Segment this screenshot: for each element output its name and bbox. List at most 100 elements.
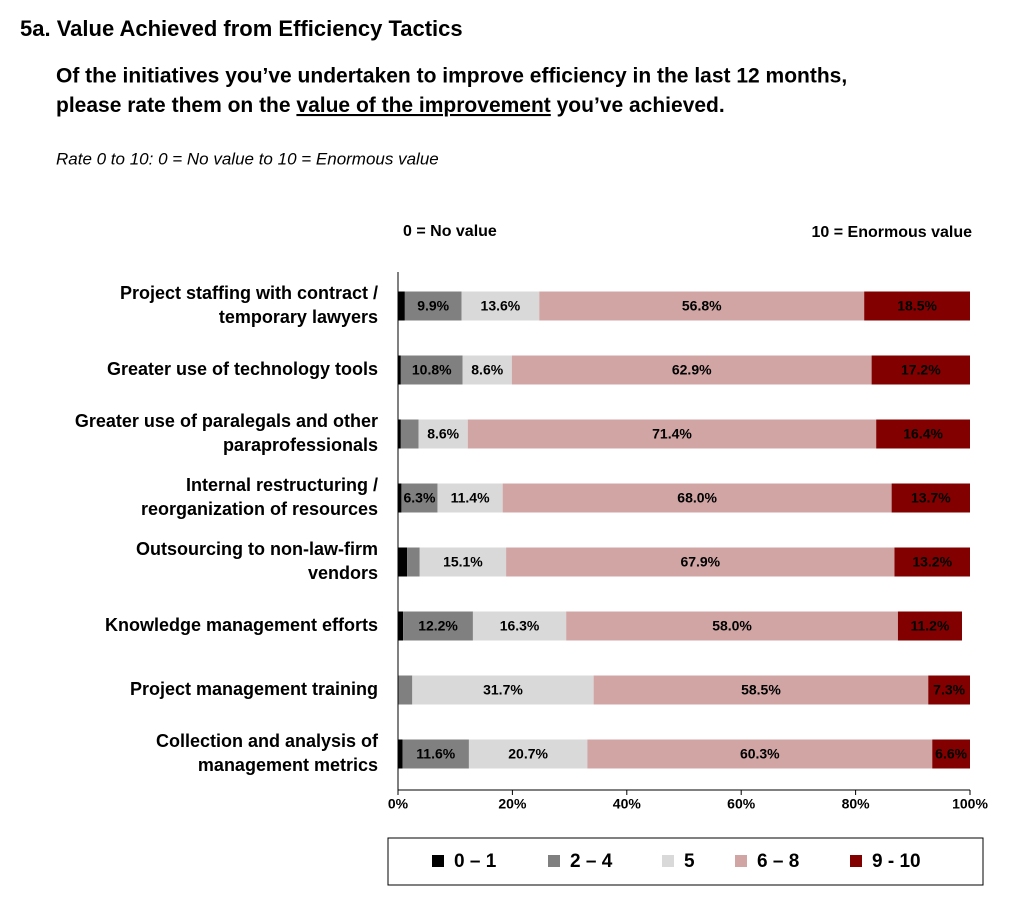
- bar-segment: [593, 675, 929, 705]
- x-tick-label: 60%: [727, 796, 756, 812]
- y-tick-label: Project staffing with contract / temporar…: [120, 283, 378, 327]
- data-label: 8.6%: [471, 362, 503, 378]
- data-label: 13.2%: [912, 554, 952, 570]
- bar-segment: [502, 483, 892, 513]
- y-tick-label-line: Greater use of paralegals and other: [75, 411, 378, 431]
- subtitle-part: please rate them on the: [56, 94, 296, 117]
- legend-swatch: [548, 855, 560, 867]
- legend-swatch: [662, 855, 674, 867]
- y-tick-label: Outsourcing to non-law-firm vendors: [136, 539, 378, 583]
- bar-segment: [472, 611, 567, 641]
- data-label: 58.0%: [712, 618, 752, 634]
- data-label: 12.2%: [418, 618, 458, 634]
- legend-box: [387, 837, 984, 886]
- y-tick-label: Project management training: [130, 679, 378, 699]
- note: Rate 0 to 10: 0 = No value to 10 = Enorm…: [56, 149, 439, 168]
- y-tick-label-line: temporary lawyers: [219, 307, 378, 327]
- y-tick-label-line: paraprofessionals: [223, 435, 378, 455]
- subtitle: please rate them on the value of the imp…: [56, 94, 725, 117]
- subtitle: Of the initiatives you’ve undertaken to …: [56, 65, 847, 88]
- legend-label: 6 – 8: [757, 851, 799, 872]
- legend-label: 2 – 4: [570, 851, 613, 872]
- legend-label: 5: [684, 851, 695, 872]
- y-tick-label: Knowledge management efforts: [105, 615, 378, 635]
- data-label: 11.4%: [451, 490, 490, 506]
- bar-segment: [462, 355, 512, 385]
- data-label: 60.3%: [740, 746, 780, 762]
- bar-segment: [412, 675, 594, 705]
- legend-swatch: [850, 855, 862, 867]
- bar-segment: [398, 611, 404, 641]
- bar-segment: [467, 419, 877, 449]
- data-label: 8.6%: [427, 426, 459, 442]
- bar-segment: [894, 547, 970, 577]
- legend-swatch: [735, 855, 747, 867]
- y-tick-label-line: Project staffing with contract /: [120, 283, 378, 303]
- y-tick-label-line: Project management training: [130, 679, 378, 699]
- bar-segment: [419, 547, 507, 577]
- data-label: 18.5%: [897, 298, 937, 314]
- subtitle-part: you’ve achieved.: [551, 94, 725, 117]
- data-label: 16.3%: [500, 618, 540, 634]
- data-label: 13.6%: [481, 298, 521, 314]
- annotation: 0 = No value: [403, 223, 497, 240]
- bar-segment: [587, 739, 933, 769]
- subtitle-underlined: value of the improvement: [296, 94, 550, 117]
- y-tick-label: Greater use of paralegals and other parap…: [75, 411, 378, 455]
- data-label: 31.7%: [483, 682, 523, 698]
- data-label: 67.9%: [680, 554, 720, 570]
- bar-segment: [403, 611, 473, 641]
- data-label: 6.6%: [935, 746, 967, 762]
- bar-segment: [511, 355, 872, 385]
- bar-segment: [398, 675, 413, 705]
- x-tick-label: 100%: [952, 796, 988, 812]
- data-label: 13.7%: [911, 490, 951, 506]
- y-tick-label-line: Outsourcing to non-law-firm: [136, 539, 378, 559]
- data-label: 10.8%: [412, 362, 452, 378]
- annotation: 10 = Enormous value: [811, 224, 972, 241]
- x-tick-label: 80%: [842, 796, 871, 812]
- y-tick-label-line: Collection and analysis of: [156, 731, 379, 751]
- bar-segment: [398, 739, 403, 769]
- y-tick-label-line: Internal restructuring /: [186, 475, 378, 495]
- bar-segment: [400, 419, 419, 449]
- bar-segment: [566, 611, 898, 641]
- bar-segment: [398, 291, 405, 321]
- bar-segment: [398, 483, 402, 513]
- data-label: 6.3%: [403, 490, 435, 506]
- legend-label: 9 - 10: [872, 851, 921, 872]
- data-label: 7.3%: [933, 682, 965, 698]
- bar-segment: [539, 291, 865, 321]
- data-label: 62.9%: [672, 362, 712, 378]
- y-tick-label-line: reorganization of resources: [141, 499, 378, 519]
- x-tick-label: 20%: [498, 796, 527, 812]
- bar-segment: [871, 355, 970, 385]
- bar-segment: [398, 419, 401, 449]
- data-label: 68.0%: [677, 490, 717, 506]
- data-label: 71.4%: [652, 426, 692, 442]
- bar-segment: [398, 547, 408, 577]
- data-label: 58.5%: [741, 682, 781, 698]
- data-label: 9.9%: [417, 298, 449, 314]
- x-tick-label: 40%: [613, 796, 642, 812]
- y-tick-label: Greater use of technology tools: [107, 359, 378, 379]
- legend-label: 0 – 1: [454, 851, 497, 872]
- data-label: 16.4%: [903, 426, 943, 442]
- bar-segment: [437, 483, 503, 513]
- bar-segment: [864, 291, 970, 321]
- data-label: 11.6%: [416, 746, 455, 762]
- data-label: 15.1%: [443, 554, 483, 570]
- bar-segment: [876, 419, 970, 449]
- bar-segment: [932, 739, 970, 769]
- y-tick-label: Collection and analysis of management met…: [156, 731, 379, 775]
- data-label: 11.2%: [910, 618, 949, 634]
- y-tick-label: Internal restructuring / reorganization o…: [141, 475, 378, 519]
- bar-segment: [461, 291, 540, 321]
- bar-segment: [404, 291, 462, 321]
- data-label: 20.7%: [508, 746, 548, 762]
- bar-segment: [401, 483, 438, 513]
- bar-segment: [897, 611, 962, 641]
- bar-segment: [891, 483, 970, 513]
- bar-segment: [402, 739, 469, 769]
